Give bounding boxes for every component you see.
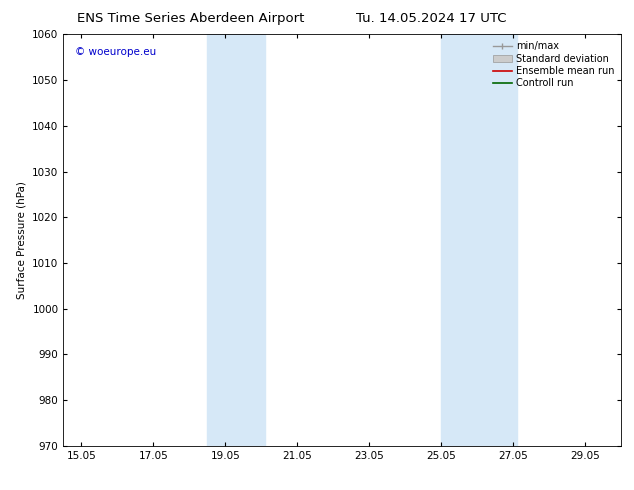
- Text: ENS Time Series Aberdeen Airport: ENS Time Series Aberdeen Airport: [77, 12, 304, 25]
- Y-axis label: Surface Pressure (hPa): Surface Pressure (hPa): [16, 181, 27, 299]
- Bar: [441, 34, 517, 446]
- Bar: [207, 34, 265, 446]
- Text: Tu. 14.05.2024 17 UTC: Tu. 14.05.2024 17 UTC: [356, 12, 507, 25]
- Legend: min/max, Standard deviation, Ensemble mean run, Controll run: min/max, Standard deviation, Ensemble me…: [489, 37, 618, 92]
- Text: © woeurope.eu: © woeurope.eu: [75, 47, 156, 57]
